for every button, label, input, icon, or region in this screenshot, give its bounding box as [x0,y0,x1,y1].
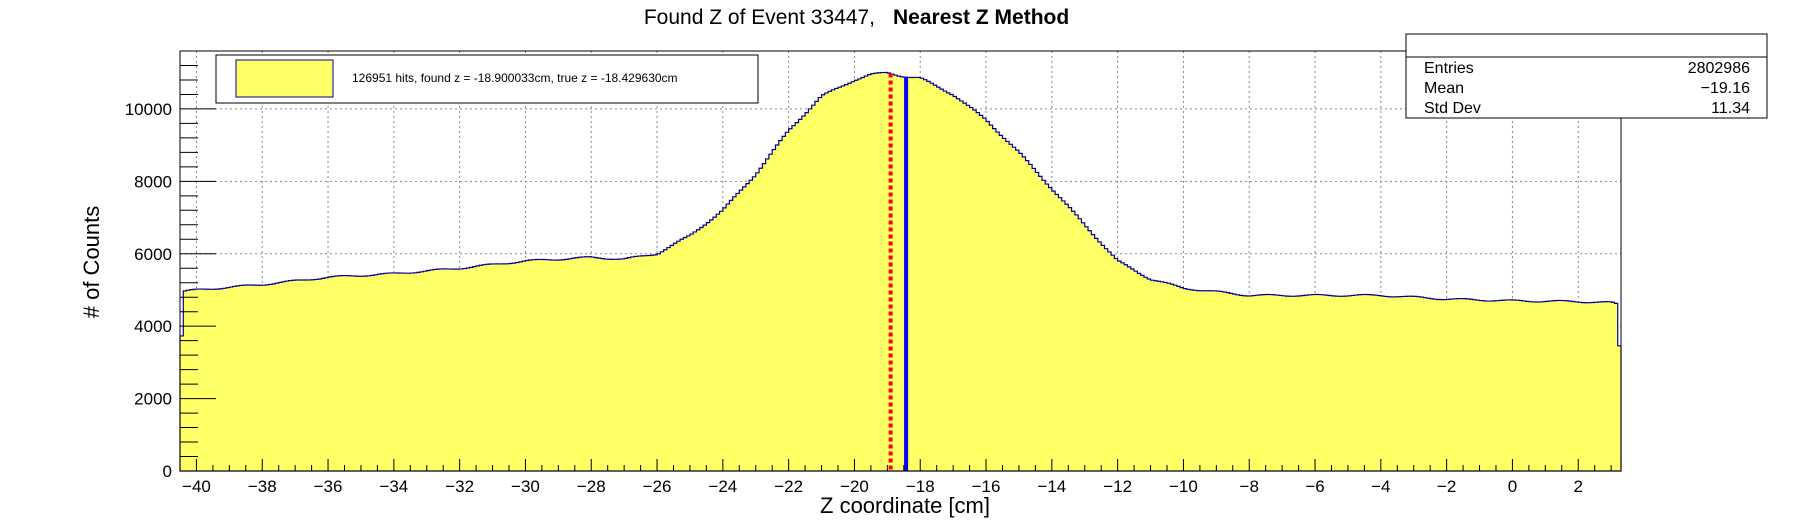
y-axis-label: # of Counts [79,206,104,319]
x-tick-label: −2 [1437,477,1456,496]
histogram-layer [179,71,1622,472]
x-axis: −40 −38 −36 −34 −32 −30 −28 −26 −24 −22 −20 −18 −16−… [179,459,1612,496]
stats-mean-label: Mean [1424,80,1464,97]
stats-body [1405,56,1768,119]
stats-box: Entries 2802986 Mean −19.16 Std Dev 11.3… [1405,33,1768,119]
x-tick-label: −20 [840,477,869,496]
plot-frame [179,50,1622,472]
stats-stddev-value: 11.34 [1711,100,1750,117]
x-tick-label: −40 [182,477,211,496]
stats-mean-value: −19.16 [1701,80,1750,97]
x-tick-label: −6 [1305,477,1324,496]
stats-entries-value: 2802986 [1688,60,1750,77]
y-tick-label: 8000 [134,172,172,191]
x-tick-label: −38 [248,477,277,496]
y-tick-label: 0 [163,462,172,481]
x-tick-label: −36 [314,477,343,496]
x-tick-label: −14 [1037,477,1066,496]
stats-header [1405,33,1768,58]
x-tick-label: −28 [577,477,606,496]
x-tick-label: −8 [1240,477,1259,496]
x-tick-label: −12 [1103,477,1132,496]
chart-title-method: Nearest Z Method [893,6,1069,29]
marker-lines [888,73,909,471]
x-tick-label: −32 [445,477,474,496]
x-tick-label: −24 [708,477,737,496]
x-tick-label: −22 [774,477,803,496]
stats-stddev-label: Std Dev [1424,100,1481,117]
x-tick-label: −30 [511,477,540,496]
histogram-bars [179,71,1622,472]
y-tick-label: 2000 [134,390,172,409]
stats-entries-label: Entries [1424,60,1474,77]
legend-entry: 126951 hits, found z = -18.900033cm, tru… [352,71,678,85]
x-axis-label: Z coordinate [cm] [820,493,990,518]
chart-title: Found Z of Event 33447, [644,6,875,29]
x-tick-label: 2 [1573,477,1582,496]
y-tick-label: 4000 [134,317,172,336]
legend: 126951 hits, found z = -18.900033cm, tru… [215,54,759,104]
y-tick-label: 6000 [134,245,172,264]
x-tick-label: −18 [906,477,935,496]
x-tick-label: −34 [379,477,408,496]
x-tick-label: −4 [1371,477,1390,496]
y-axis: 0 2000 4000 6000 8000 10000 [125,50,216,481]
legend-swatch [235,59,334,98]
x-tick-label: −10 [1169,477,1198,496]
x-tick-label: −16 [972,477,1001,496]
x-tick-label: −26 [643,477,672,496]
x-tick-label: 0 [1508,477,1517,496]
y-tick-label: 10000 [125,100,172,119]
